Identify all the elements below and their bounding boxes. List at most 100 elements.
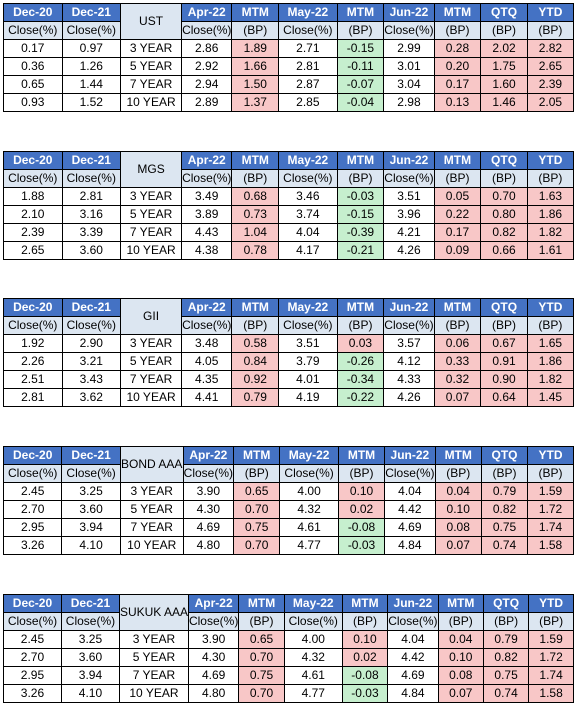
yield-cell: 2.81 <box>61 187 122 206</box>
change-cell: 0.10 <box>341 630 389 649</box>
column-unit: (BP) <box>526 21 574 40</box>
column-unit: Close(%) <box>60 612 120 631</box>
change-cell: 1.66 <box>231 57 280 76</box>
change-cell: -0.07 <box>336 75 385 94</box>
yield-table-gii: Dec-20 Dec-21 GII Apr-22 MTM May-22 MTM Jun-22 M… <box>3 298 574 407</box>
change-cell: 0.70 <box>233 536 281 555</box>
column-unit: Close(%) <box>3 169 63 188</box>
change-cell: 1.86 <box>526 352 574 371</box>
column-header-mtm3: MTM <box>433 298 482 317</box>
table-row: 2.95 3.94 7 YEAR 4.69 0.75 4.61 -0.08 4.69 0.08 0… <box>2 518 574 537</box>
yield-cell: 3.51 <box>383 187 435 206</box>
column-unit: (BP) <box>526 316 574 335</box>
change-cell: 0.32 <box>433 370 482 389</box>
yield-cell: 4.10 <box>60 684 120 703</box>
yield-cell: 3.21 <box>61 352 122 371</box>
change-cell: -0.15 <box>336 205 385 224</box>
column-header-dec20: Dec-20 <box>3 3 63 22</box>
yield-cell: 4.80 <box>187 684 240 703</box>
change-cell: 1.59 <box>528 630 574 649</box>
change-cell: 0.80 <box>480 205 528 224</box>
tenor-cell: 10 YEAR <box>120 388 183 407</box>
column-header-dec20: Dec-20 <box>3 298 63 317</box>
column-unit: Close(%) <box>2 464 63 483</box>
change-cell: 2.02 <box>480 39 528 58</box>
column-header-mtm3: MTM <box>433 151 482 170</box>
column-header-jun22: Jun-22 <box>383 3 435 22</box>
tenor-cell: 7 YEAR <box>120 223 183 242</box>
change-cell: 1.61 <box>526 241 574 260</box>
change-cell: 0.28 <box>433 39 482 58</box>
change-cell: -0.21 <box>336 241 385 260</box>
yield-cell: 4.00 <box>283 630 343 649</box>
change-cell: 0.74 <box>480 536 529 555</box>
yield-cell: 4.26 <box>383 388 435 407</box>
yield-cell: 2.81 <box>278 57 338 76</box>
change-cell: 0.75 <box>233 518 281 537</box>
column-unit: Close(%) <box>61 464 121 483</box>
yield-cell: 3.79 <box>278 352 338 371</box>
yield-cell: 0.17 <box>3 39 63 58</box>
table-row: 2.65 3.60 10 YEAR 4.38 0.78 4.17 -0.21 4.26 0.09… <box>3 241 574 260</box>
change-cell: 1.37 <box>231 93 280 112</box>
table-row: 2.51 3.43 7 YEAR 4.35 0.92 4.01 -0.34 4.33 0.32 0… <box>3 370 574 389</box>
yield-cell: 4.10 <box>61 536 121 555</box>
yield-cell: 3.48 <box>181 334 233 353</box>
column-header-apr22: Apr-22 <box>187 594 240 613</box>
yield-cell: 3.49 <box>181 187 233 206</box>
column-unit: Close(%) <box>283 612 343 631</box>
table-row: 2.39 3.39 7 YEAR 4.43 1.04 4.04 -0.39 4.21 0.17 0… <box>3 223 574 242</box>
subheader-row: Close(%) Close(%) Close(%) (BP) Close(%) (BP)… <box>2 464 574 483</box>
yield-cell: 3.62 <box>61 388 122 407</box>
column-unit: Close(%) <box>3 612 62 631</box>
column-header-mtm2: MTM <box>336 151 385 170</box>
change-cell: 0.70 <box>238 648 285 667</box>
change-cell: 0.82 <box>480 500 529 519</box>
tenor-cell: 3 YEAR <box>120 187 183 206</box>
change-cell: 0.91 <box>480 352 528 371</box>
header-row: Dec-20 Dec-21 MGS Apr-22 MTM May-22 MTM Jun-22 M… <box>3 151 574 188</box>
yield-cell: 2.98 <box>383 93 435 112</box>
change-cell: 0.70 <box>233 500 281 519</box>
tenor-cell: 5 YEAR <box>120 352 183 371</box>
change-cell: 0.74 <box>482 684 530 703</box>
yield-cell: 2.39 <box>3 223 63 242</box>
column-header-ytd: YTD <box>527 446 574 465</box>
yield-cell: 3.60 <box>61 241 122 260</box>
table-row: 2.10 3.16 5 YEAR 3.89 0.73 3.74 -0.15 3.96 0.22 0… <box>3 205 574 224</box>
change-cell: 0.58 <box>231 334 280 353</box>
change-cell: 0.92 <box>231 370 280 389</box>
tenor-cell: 5 YEAR <box>118 648 189 667</box>
table-row: 0.65 1.44 7 YEAR 2.94 1.50 2.87 -0.07 3.04 0.17 1… <box>3 75 574 94</box>
yield-cell: 4.84 <box>384 536 436 555</box>
change-cell: 0.09 <box>433 241 482 260</box>
change-cell: 0.65 <box>233 482 281 501</box>
column-header-qtq: QTQ <box>482 594 530 613</box>
change-cell: 0.04 <box>434 482 482 501</box>
column-unit: Close(%) <box>383 316 435 335</box>
change-cell: -0.11 <box>336 57 385 76</box>
column-unit: (BP) <box>336 316 385 335</box>
yield-cell: 2.90 <box>61 334 122 353</box>
column-unit: Close(%) <box>383 21 435 40</box>
yield-cell: 4.43 <box>181 223 233 242</box>
column-header-ytd: YTD <box>528 594 574 613</box>
yield-cell: 2.45 <box>3 630 62 649</box>
yield-cell: 2.85 <box>278 93 338 112</box>
column-unit: (BP) <box>480 464 529 483</box>
column-header-qtq: QTQ <box>480 446 529 465</box>
table-row: 3.26 4.10 10 YEAR 4.80 0.70 4.77 -0.03 4.84 0.07… <box>3 684 574 703</box>
yield-cell: 2.99 <box>383 39 435 58</box>
column-header-mtm1: MTM <box>231 151 280 170</box>
column-header-dec21: Dec-21 <box>61 3 122 22</box>
column-unit: (BP) <box>437 612 485 631</box>
column-header-dec21: Dec-21 <box>61 298 122 317</box>
yield-cell: 4.77 <box>283 684 343 703</box>
yield-cell: 3.25 <box>61 482 121 501</box>
yield-cell: 3.39 <box>61 223 122 242</box>
change-cell: 0.20 <box>433 57 482 76</box>
change-cell: 1.60 <box>480 75 528 94</box>
change-cell: 2.65 <box>526 57 574 76</box>
yield-cell: 4.19 <box>278 388 338 407</box>
yield-cell: 4.42 <box>387 648 439 667</box>
